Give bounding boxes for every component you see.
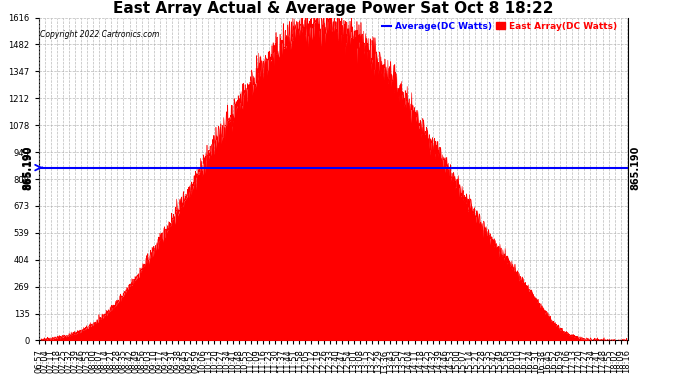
Text: Copyright 2022 Cartronics.com: Copyright 2022 Cartronics.com	[40, 30, 159, 39]
Text: 865.190: 865.190	[631, 146, 640, 190]
Title: East Array Actual & Average Power Sat Oct 8 18:22: East Array Actual & Average Power Sat Oc…	[113, 2, 553, 16]
Legend: Average(DC Watts), East Array(DC Watts): Average(DC Watts), East Array(DC Watts)	[382, 22, 618, 31]
Text: 865.190: 865.190	[23, 146, 32, 190]
